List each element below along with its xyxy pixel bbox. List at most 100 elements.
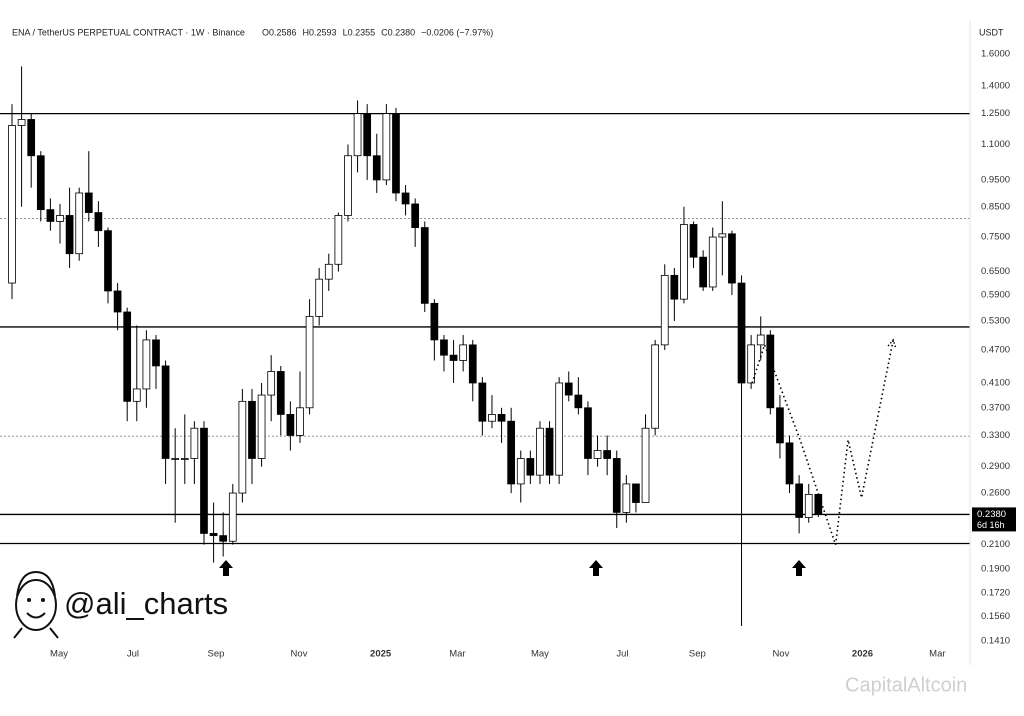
candle-body [113,290,122,313]
y-tick-label: 1.4000 [981,81,1010,92]
candle-body [334,215,343,265]
header-value: O0.2586 [262,27,297,37]
projection-path [751,339,894,545]
candle-body [651,344,660,429]
candle-body [632,483,640,503]
candle-body [286,414,295,436]
candle-body [804,493,813,518]
author-logo [13,570,59,639]
candle-body [670,274,679,300]
candle-body [200,427,208,534]
candle-body [353,113,362,157]
candle-body [776,407,784,444]
candle-body [238,400,247,494]
candle-body [737,282,746,384]
candle-body [17,119,26,126]
y-tick-label: 0.1410 [981,635,1010,646]
y-tick-label: 0.8500 [981,201,1010,212]
countdown: 6d 16h [977,520,1005,530]
y-tick-label: 0.4100 [981,377,1010,388]
x-tick-label: 2025 [370,649,392,660]
candle-body [152,339,160,367]
x-tick-label: Jul [127,649,139,660]
candle-body [27,119,36,157]
y-tick-label: 0.5900 [981,290,1010,301]
candle-body [747,344,755,384]
candle-body [46,209,55,222]
candle-body [161,365,170,459]
x-tick-label: May [50,649,68,660]
candle-body [795,483,803,518]
x-tick-label: Jul [616,649,628,660]
y-tick-label: 0.2600 [981,488,1010,499]
candle-body [315,278,324,317]
candles [8,66,823,626]
x-tick-label: 2026 [852,649,873,660]
candle-body [459,344,468,361]
current-price-box [972,507,1016,532]
candle-body [689,224,698,258]
x-tick-label: Nov [772,649,789,660]
candle-body [372,155,381,181]
candle-body [276,371,285,415]
candle-body [180,458,189,460]
candle-body [622,483,631,513]
candle-body [401,192,410,205]
y-tick-label: 0.9500 [981,174,1010,185]
candle-body [36,155,45,211]
header-value: H0.2593 [303,27,337,37]
candle-body [612,458,621,513]
candle-body [516,458,525,485]
candle-body [257,394,266,459]
candle-body [420,227,429,304]
candle-body [305,316,314,409]
y-tick-label: 1.6000 [981,48,1010,59]
candle-body [785,442,794,485]
candle-body [593,450,602,459]
candle-body [411,203,420,228]
y-tick-label: 0.1900 [981,563,1010,574]
candle-body [603,450,612,459]
candle-body [536,427,544,476]
author: @ali_charts [64,586,228,621]
x-tick-label: Mar [929,649,945,660]
candle-body [478,382,487,422]
candle-body [430,302,439,341]
candle-body [488,414,496,422]
y-axis-label: USDT [979,27,1004,37]
candle-body [123,311,132,402]
x-tick-label: Nov [291,649,308,660]
y-tick-label: 0.7500 [981,232,1010,243]
candle-body [526,458,535,476]
y-tick-label: 0.1720 [981,587,1010,598]
candle-body [142,339,151,390]
header-value: L0.2355 [343,27,376,37]
candle-body [392,113,400,194]
y-tick-label: 0.3700 [981,402,1010,413]
candle-body [171,458,180,460]
candle-body [190,427,199,459]
candle-body [574,394,583,409]
candle-body [8,125,16,284]
y-tick-label: 0.1560 [981,611,1010,622]
candle-body [132,388,141,402]
candle-body [584,407,592,459]
candle-body [699,256,707,288]
candle-body [507,420,516,485]
x-tick-label: Sep [208,649,225,660]
candle-body [440,339,448,356]
candle-body [56,215,64,222]
candle-body [660,274,669,346]
candle-body [228,492,237,542]
candle-body [296,407,304,436]
y-tick-label: 0.4700 [981,344,1010,355]
y-tick-label: 0.2100 [981,539,1010,550]
current-price-label: 0.2380 [977,509,1006,520]
candle-body [84,192,93,213]
candle-body [75,192,84,255]
candle-body [708,236,717,288]
candle-body [209,533,218,537]
y-tick-label: 0.6500 [981,266,1010,277]
candle-body [449,354,458,361]
